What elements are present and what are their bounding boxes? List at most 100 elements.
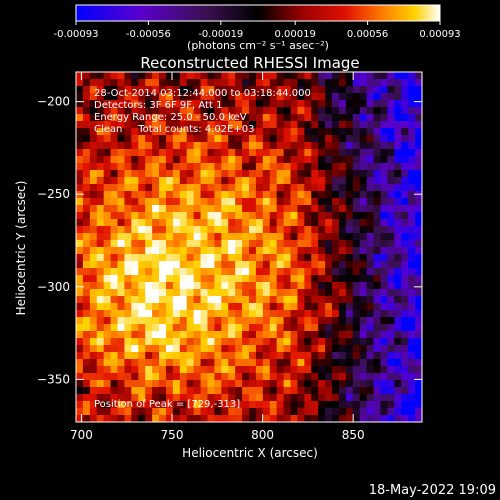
heatmap-cell [179,121,188,129]
heatmap-cell [408,163,416,171]
heatmap-cell [138,72,146,80]
heatmap-cell [401,282,409,290]
heatmap-cell [338,268,347,276]
heatmap-cell [193,289,201,297]
heatmap-cell [214,128,222,136]
heatmap-cell [338,254,347,262]
heatmap-cell [131,163,139,171]
heatmap-cell [159,135,167,143]
heatmap-cell [138,366,146,374]
heatmap-cell [255,163,264,171]
heatmap-cell [249,268,257,276]
heatmap-cell [311,338,319,346]
heatmap-cell [214,121,222,129]
heatmap-cell [200,142,208,150]
heatmap-cell [200,324,208,332]
heatmap-cell [304,415,312,423]
heatmap-cell [152,394,160,402]
heatmap-cell [124,86,132,94]
heatmap-cell [394,170,402,178]
heatmap-cell [304,240,312,248]
heatmap-cell [193,128,201,136]
heatmap-cell [345,366,354,374]
heatmap-cell [145,156,153,164]
heatmap-cell [172,261,181,269]
heatmap-cell [415,324,423,332]
heatmap-cell [103,359,111,367]
heatmap-cell [387,373,395,381]
heatmap-cell [76,415,84,423]
heatmap-cell [103,240,111,248]
heatmap-cell [82,191,91,199]
heatmap-cell [228,212,236,220]
heatmap-cell [318,198,326,206]
heatmap-cell [131,170,139,178]
heatmap-cell [290,149,298,157]
heatmap-cell [103,401,111,409]
heatmap-cell [200,72,208,80]
heatmap-cell [297,268,305,276]
heatmap-cell [290,282,298,290]
heatmap-cell [152,233,160,241]
heatmap-cell [82,233,91,241]
heatmap-cell [124,177,132,185]
heatmap-cell [415,247,423,255]
heatmap-cell [96,219,105,227]
heatmap-cell [172,72,181,80]
heatmap-cell [193,331,201,339]
heatmap-cell [311,275,319,283]
heatmap-cell [110,415,118,423]
heatmap-cell [380,338,388,346]
heatmap-cell [415,359,423,367]
heatmap-cell [401,240,409,248]
heatmap-cell [297,380,305,388]
heatmap-cell [117,198,125,206]
heatmap-cell [415,387,423,395]
heatmap-cell [387,184,395,192]
heatmap-cell [76,380,84,388]
heatmap-cell [401,254,409,262]
heatmap-cell [325,128,333,136]
heatmap-cell [408,128,416,136]
heatmap-cell [96,247,105,255]
heatmap-cell [283,387,291,395]
heatmap-cell [283,331,291,339]
heatmap-cell [131,100,139,108]
heatmap-cell [359,296,368,304]
heatmap-cell [249,100,257,108]
heatmap-cell [228,338,236,346]
heatmap-cell [82,198,91,206]
heatmap-cell [221,233,229,241]
heatmap-cell [338,282,347,290]
heatmap-cell [249,394,257,402]
heatmap-cell [262,296,271,304]
heatmap-cell [304,205,312,213]
heatmap-cell [338,198,347,206]
heatmap-cell [159,345,167,353]
heatmap-cell [242,184,250,192]
heatmap-cell [159,79,167,87]
heatmap-cell [297,282,305,290]
heatmap-cell [387,254,395,262]
heatmap-cell [172,254,181,262]
heatmap-cell [76,310,84,318]
heatmap-cell [262,359,271,367]
heatmap-cell [249,163,257,171]
heatmap-cell [138,226,146,234]
heatmap-cell [394,233,402,241]
heatmap-cell [352,268,361,276]
heatmap-cell [235,212,243,220]
heatmap-cell [366,219,374,227]
heatmap-cell [165,149,174,157]
heatmap-cell [242,121,250,129]
heatmap-cell [262,93,271,101]
heatmap-cell [345,142,354,150]
heatmap-cell [262,79,271,87]
heatmap-cell [262,268,271,276]
heatmap-cell [318,184,326,192]
heatmap-cell [214,212,222,220]
heatmap-cell [352,331,361,339]
heatmap-cell [408,121,416,129]
x-tick-label: 850 [342,428,365,442]
heatmap-cell [228,331,236,339]
